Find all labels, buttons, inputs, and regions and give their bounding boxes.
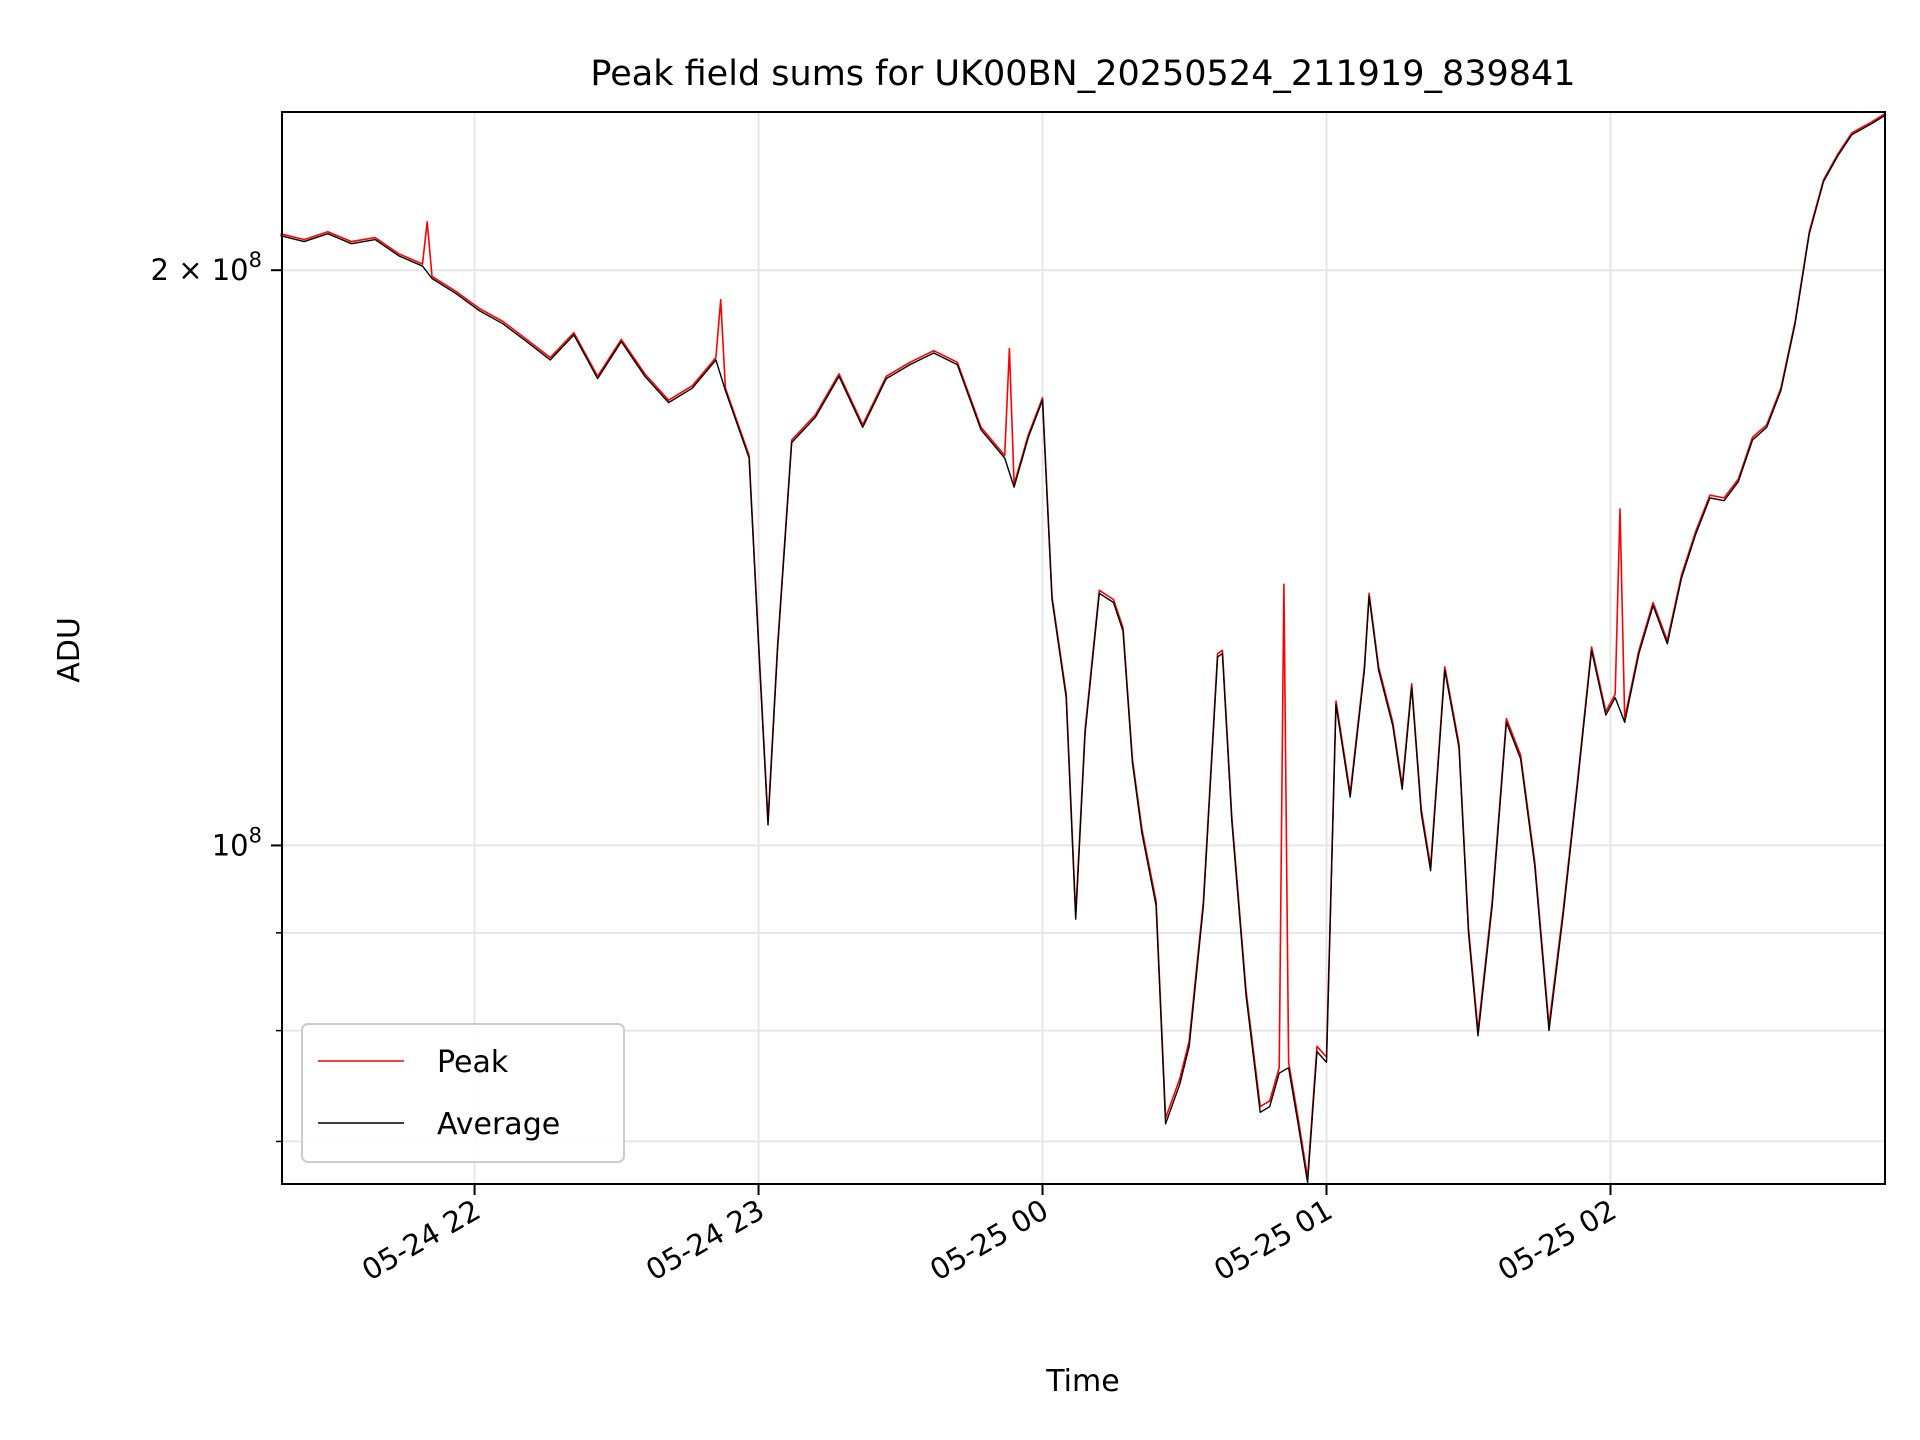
legend: Peak Average	[301, 1023, 625, 1163]
legend-box	[301, 1023, 625, 1163]
y-tick-exponent: 8	[249, 248, 262, 272]
chart-title: Peak field sums for UK00BN_20250524_2119…	[590, 54, 1575, 94]
x-axis-label: Time	[1045, 1364, 1119, 1399]
y-tick-label: 108	[212, 823, 262, 862]
series-line-peak	[280, 113, 1886, 1179]
y-axis-label: ADU	[52, 617, 87, 683]
series-line-average	[280, 114, 1886, 1184]
series-lines	[280, 113, 1886, 1184]
y-tick-label: 2 × 108	[151, 248, 262, 287]
y-tick-exponent: 8	[249, 823, 262, 847]
y-tick-base: 10	[212, 828, 249, 862]
plot-frame	[281, 111, 1886, 1185]
y-tick-base: 10	[212, 253, 249, 287]
y-tick-multiplier: 2 ×	[151, 253, 212, 287]
legend-label-average: Average	[437, 1107, 560, 1142]
legend-label-peak: Peak	[437, 1045, 509, 1080]
